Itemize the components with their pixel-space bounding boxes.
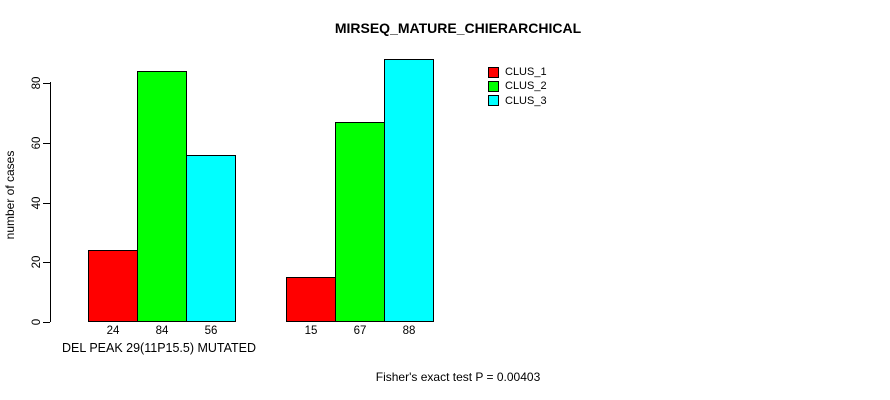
bar-value-label: 56	[204, 325, 218, 337]
y-axis-title-text: number of cases	[3, 150, 17, 240]
y-tick-label: 40	[31, 196, 43, 210]
legend-label: CLUS_1	[505, 66, 547, 78]
y-tick-label: 20	[31, 255, 43, 269]
y-axis-line	[50, 82, 51, 322]
y-tick-label: 0	[31, 318, 43, 326]
y-tick-mark	[43, 143, 50, 144]
annotation-fishers-test: Fisher's exact test P = 0.00403	[375, 370, 541, 384]
bar-value-label: 24	[106, 325, 120, 337]
bar-group1-clus_3	[186, 154, 236, 322]
legend-swatch-clus_1	[488, 66, 499, 78]
bar-value-label: 88	[402, 325, 416, 337]
x-axis-label: DEL PEAK 29(11P15.5) MUTATED	[62, 341, 257, 355]
bar-group1-clus_2	[137, 71, 187, 322]
bar-value-label: 67	[353, 325, 367, 337]
bar-group2-clus_3	[384, 59, 434, 322]
legend-label: CLUS_2	[505, 80, 547, 93]
bar-group1-clus_1	[88, 250, 138, 322]
bar-group2-clus_1	[286, 277, 336, 322]
y-tick-mark	[43, 322, 50, 323]
y-tick-label: 60	[31, 136, 43, 150]
legend-swatch-clus_3	[488, 95, 499, 107]
bar-value-label: 84	[155, 325, 169, 337]
y-tick-mark	[43, 83, 50, 84]
legend-swatch-clus_2	[488, 80, 499, 92]
legend-entry-clus_3: CLUS_3	[488, 94, 547, 108]
chart-title: MIRSEQ_MATURE_CHIERARCHICAL	[334, 20, 582, 36]
y-tick-label: 80	[31, 76, 43, 90]
bar-value-label: 15	[304, 325, 318, 337]
legend-entry-clus_1: CLUS_1	[488, 65, 547, 79]
y-tick-mark	[43, 203, 50, 204]
y-tick-mark	[43, 262, 50, 263]
legend-entry-clus_2: CLUS_2	[488, 79, 547, 93]
legend-label: CLUS_3	[505, 94, 547, 107]
bar-group2-clus_2	[335, 121, 385, 322]
